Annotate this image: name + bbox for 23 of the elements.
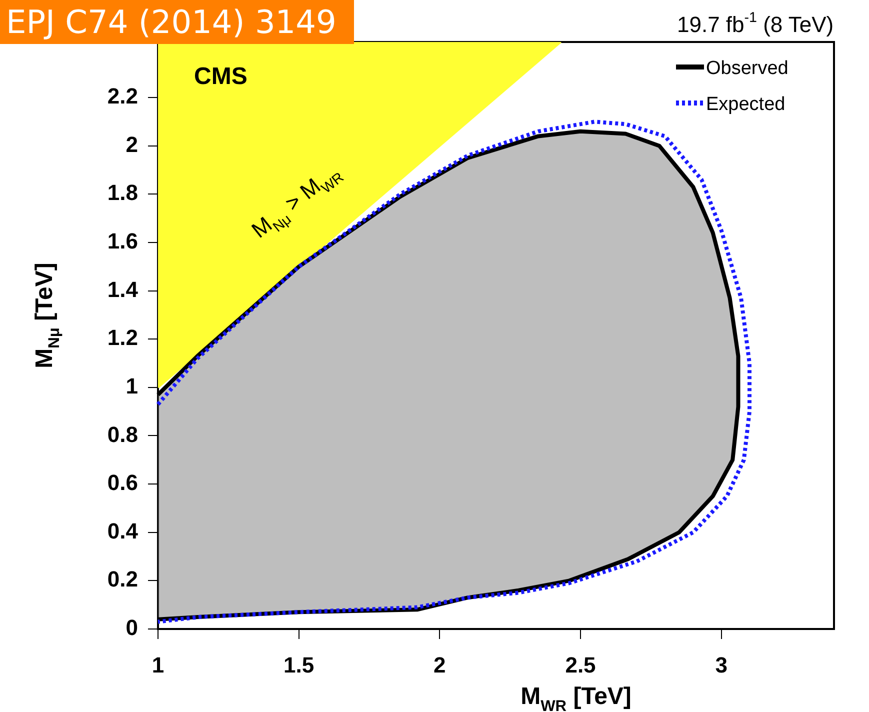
text: EPJ C74 (2014) 3149 [0, 0, 354, 44]
y-tick-label: 0.2 [107, 566, 138, 592]
y-tick-label: 1 [126, 374, 138, 398]
legend-label: Expected [706, 94, 786, 115]
x-tick-label: 2 [434, 652, 446, 678]
x-tick-label: 1.5 [284, 652, 314, 678]
y-tick-label: 1.6 [107, 228, 138, 254]
y-tick-label: 2 [126, 132, 138, 157]
y-axis-title: MNμ [TeV] [31, 262, 64, 368]
y-tick-label: 2.2 [107, 84, 138, 109]
y-tick-label: 0.4 [107, 518, 139, 544]
annotation: MNμ > MWR [246, 170, 348, 243]
y-tick-label: 1.4 [107, 276, 139, 302]
legend-label: Observed [706, 58, 788, 79]
y-tick-label: 0.8 [107, 422, 138, 447]
y-tick-label: 1.2 [107, 325, 138, 350]
x-tick-label: 3 [715, 652, 728, 678]
annotation: CMS [194, 63, 248, 90]
y-tick-label: 0.6 [107, 470, 138, 496]
x-tick-label: 2.5 [565, 652, 596, 678]
x-tick-label: 1 [152, 652, 164, 678]
y-tick-label: 1.8 [107, 180, 138, 206]
y-tick-label: 0 [126, 615, 138, 640]
